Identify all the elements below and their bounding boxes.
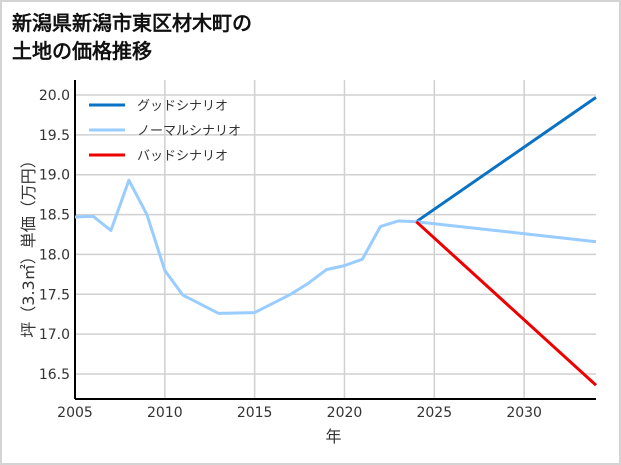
x-tick-label: 2015 <box>237 405 273 421</box>
series-line-2 <box>415 220 598 387</box>
chart-title: 新潟県新潟市東区材木町の 土地の価格推移 <box>12 9 252 65</box>
y-axis-label: 坪（3.3㎡）単価（万円） <box>19 152 38 337</box>
y-tick-label: 20.0 <box>39 88 70 104</box>
series-line-0 <box>415 96 597 223</box>
x-tick-label: 2020 <box>327 405 363 421</box>
x-tick-label: 2005 <box>57 405 93 421</box>
y-tick-label: 19.5 <box>39 128 70 144</box>
legend-label: ノーマルシナリオ <box>137 124 241 139</box>
x-tick-label: 2030 <box>506 405 542 421</box>
x-tick-label: 2010 <box>147 405 183 421</box>
x-axis-label: 年 <box>325 427 341 446</box>
title-line-1: 新潟県新潟市東区材木町の <box>12 11 252 35</box>
y-tick-label: 16.5 <box>39 367 70 383</box>
series-line-1 <box>74 178 597 315</box>
x-tick-label: 2025 <box>416 405 452 421</box>
y-tick-label: 18.5 <box>39 208 70 224</box>
y-tick-label: 17.0 <box>39 327 70 343</box>
y-tick-label: 17.5 <box>39 287 70 303</box>
y-tick-label: 19.0 <box>39 168 70 184</box>
legend-label: グッドシナリオ <box>137 99 228 114</box>
y-tick-label: 18.0 <box>39 247 70 263</box>
title-line-2: 土地の価格推移 <box>12 39 152 63</box>
legend-label: バッドシナリオ <box>137 149 228 164</box>
